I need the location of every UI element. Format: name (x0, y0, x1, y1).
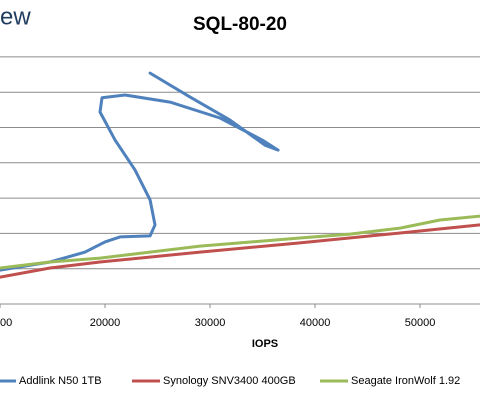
series-line (0, 71, 280, 272)
x-axis-title: IOPS (252, 338, 278, 350)
x-tick-label: 30000 (195, 317, 226, 329)
x-tick-label: 50000 (405, 317, 436, 329)
series-line (0, 223, 480, 279)
logo: ew (0, 3, 31, 30)
series-line (0, 214, 480, 270)
legend-label: Addlink N50 1TB (19, 375, 102, 387)
x-tick-label: 00 (0, 317, 12, 329)
x-tick-label: 40000 (300, 317, 331, 329)
chart-title: SQL-80-20 (193, 14, 287, 35)
x-tick-label: 20000 (90, 317, 121, 329)
legend-label: Seagate IronWolf 1.92 (351, 375, 460, 387)
legend-label: Synology SNV3400 400GB (163, 375, 296, 387)
